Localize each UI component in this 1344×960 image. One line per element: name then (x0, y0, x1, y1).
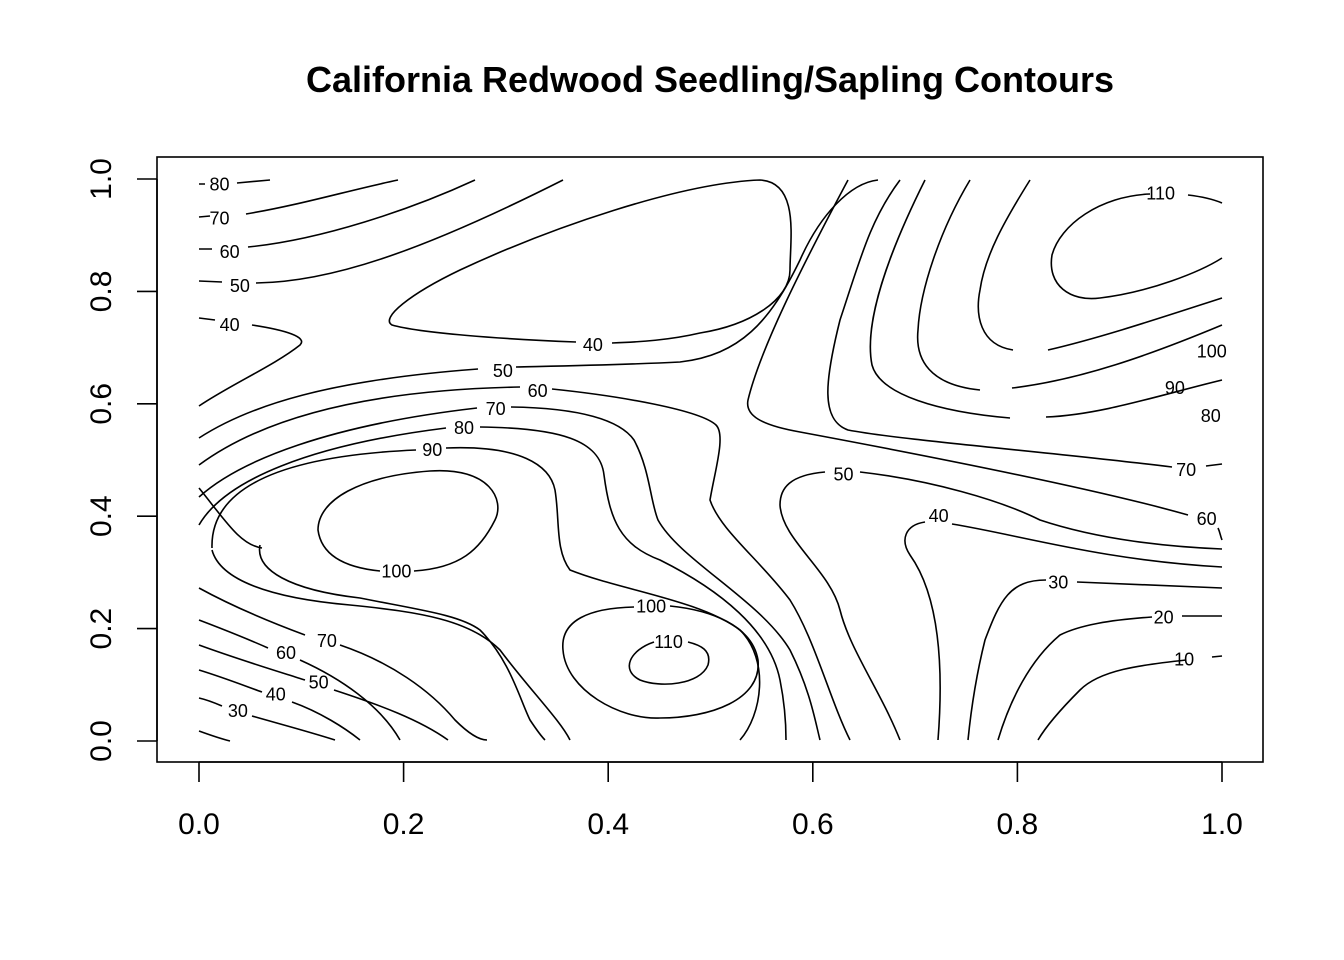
y-tick-label: 0.8 (85, 271, 118, 313)
contour-label: 40 (220, 315, 240, 335)
contour-label: 70 (486, 399, 506, 419)
contour-line-80-topleft (199, 179, 271, 185)
contour-label: 60 (528, 381, 548, 401)
contour-label: 50 (309, 673, 329, 693)
contour-line-40-lower (198, 669, 361, 741)
contour-label: 90 (1165, 378, 1185, 398)
contour-label: 70 (317, 631, 337, 651)
contour-line-20-lower (198, 730, 231, 742)
contour-label: 110 (654, 632, 683, 652)
contour-lines (198, 179, 1223, 742)
contour-line-50-lower (198, 644, 449, 741)
contour-label: 40 (929, 506, 949, 526)
contour-line-110-bottom (628, 641, 710, 685)
contour-line-80-lower-left (198, 487, 546, 741)
y-tick-label: 0.4 (85, 495, 118, 537)
y-tick-label: 1.0 (85, 158, 118, 200)
contour-line-40-left (198, 317, 303, 407)
contour-line-100-left (317, 469, 499, 572)
contour-line-40-right (904, 521, 1223, 741)
axes (156, 179, 1222, 763)
x-axis-ticks: 0.0 0.2 0.4 0.6 0.8 1.0 (178, 762, 1243, 841)
contour-line-70-left (198, 406, 821, 741)
contour-line-60-middle (198, 386, 851, 741)
x-tick-label: 0.0 (178, 808, 220, 841)
contour-line-80-left (198, 426, 787, 741)
contour-line-100-bottom (562, 605, 759, 719)
x-tick-label: 0.8 (997, 808, 1039, 841)
contour-line-90-left-bottom (211, 549, 571, 741)
contour-line-30-right (967, 579, 1223, 741)
contour-label: 60 (276, 643, 296, 663)
contour-label: 110 (1146, 184, 1175, 204)
contour-line-50-right (779, 471, 1223, 741)
contour-line-70-right (827, 179, 1223, 468)
y-tick-label: 0.6 (85, 383, 118, 425)
contour-line-90-left (211, 446, 761, 741)
contour-line-60-lower (198, 619, 401, 741)
contour-line-70-lower (198, 587, 488, 741)
contour-label: 50 (833, 465, 853, 485)
y-tick-label: 0.2 (85, 608, 118, 650)
contour-label: 60 (220, 242, 240, 262)
contour-labels: 80 70 60 50 40 40 50 60 70 80 90 100 100 110 70 60 50 40 3… (209, 175, 1226, 722)
contour-line-40-upper-loop (388, 179, 792, 344)
contour-label: 100 (636, 597, 666, 617)
contour-line-70-topleft (198, 179, 399, 218)
contour-label: 30 (1048, 573, 1068, 593)
contour-line-100-right (977, 179, 1223, 351)
y-tick-label: 0.0 (85, 720, 118, 762)
contour-label: 20 (1154, 607, 1174, 627)
chart-title: California Redwood Seedling/Sapling Cont… (306, 59, 1114, 100)
contour-label: 100 (1197, 342, 1227, 362)
contour-label: 80 (1201, 406, 1221, 426)
x-tick-label: 0.4 (587, 808, 629, 841)
contour-line-50-topleft (198, 179, 564, 284)
x-tick-label: 1.0 (1201, 808, 1243, 841)
contour-line-10-right (1037, 655, 1223, 741)
x-tick-label: 0.2 (383, 808, 425, 841)
y-axis-ticks: 0.0 0.2 0.4 0.6 0.8 1.0 (85, 158, 157, 762)
contour-line-60-topleft (199, 179, 476, 250)
x-tick-label: 0.6 (792, 808, 834, 841)
contour-label: 60 (1197, 509, 1217, 529)
contour-label: 50 (230, 276, 250, 296)
contour-line-20-right (997, 615, 1222, 741)
contour-label: 10 (1174, 650, 1194, 670)
contour-line-30-lower (198, 697, 336, 741)
contour-label: 70 (1176, 460, 1196, 480)
contour-line-90-right (916, 179, 1223, 391)
contour-line-110-topright (1050, 193, 1223, 300)
contour-line-80-right (869, 179, 1223, 419)
contour-label: 80 (454, 418, 474, 438)
contour-label: 50 (493, 361, 513, 381)
contour-label: 90 (422, 440, 442, 460)
contour-label: 30 (228, 701, 248, 721)
contour-label: 40 (266, 684, 286, 704)
contour-label: 80 (209, 175, 229, 195)
contour-line-60-right (746, 179, 1223, 541)
contour-label: 40 (583, 335, 603, 355)
contour-label: 100 (381, 561, 411, 581)
contour-label: 70 (209, 208, 229, 228)
